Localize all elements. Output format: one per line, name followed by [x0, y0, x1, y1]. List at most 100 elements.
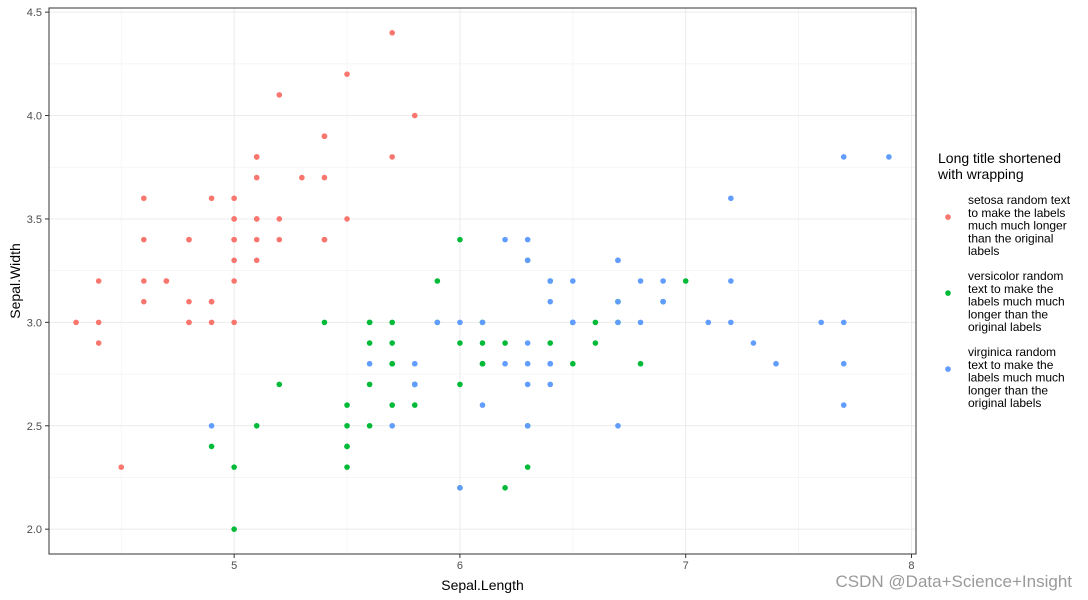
- data-point: [253, 154, 260, 160]
- data-point: [321, 319, 328, 326]
- data-point: [592, 319, 599, 326]
- data-point: [186, 236, 192, 243]
- y-tick-label: 3.0: [27, 317, 42, 329]
- data-point: [208, 443, 215, 450]
- data-point: [457, 340, 463, 346]
- data-point: [276, 381, 283, 388]
- y-tick-label: 2.0: [27, 524, 42, 536]
- data-point: [389, 360, 395, 367]
- data-point: [457, 381, 463, 388]
- data-point: [750, 340, 757, 346]
- y-axis-title: Sepal.Width: [7, 243, 23, 318]
- data-point: [637, 360, 644, 367]
- data-point: [231, 195, 237, 202]
- data-point: [231, 319, 237, 326]
- data-point: [231, 464, 237, 470]
- data-point: [344, 216, 350, 222]
- data-point: [592, 340, 599, 346]
- data-point: [344, 443, 350, 450]
- data-point: [389, 422, 395, 429]
- data-points: [73, 30, 892, 532]
- data-point: [773, 360, 779, 367]
- data-point: [479, 360, 486, 367]
- data-point: [186, 298, 192, 305]
- legend-item-3: virginica random text to make the labels m…: [945, 345, 1065, 410]
- data-point: [411, 381, 418, 388]
- data-point: [547, 381, 554, 388]
- data-point: [547, 278, 554, 284]
- data-point: [95, 278, 102, 284]
- y-tick-label: 4.5: [27, 7, 42, 19]
- data-point: [637, 278, 644, 284]
- major-gridlines: [49, 8, 916, 554]
- data-point: [411, 402, 418, 408]
- data-point: [344, 464, 350, 470]
- data-point: [276, 236, 283, 243]
- data-point: [366, 340, 373, 346]
- data-point: [615, 298, 621, 305]
- legend-label: versicolor random text to make the labels …: [968, 269, 1065, 334]
- legend-item-1: setosa random text to make the labels much…: [945, 193, 1071, 258]
- data-point: [705, 319, 712, 326]
- y-tick-label: 2.5: [27, 421, 42, 433]
- data-point: [141, 236, 147, 243]
- data-point: [840, 402, 847, 408]
- plot-panel-border: [48, 7, 917, 555]
- data-point: [366, 381, 373, 388]
- data-point: [253, 174, 260, 181]
- y-tick-label: 3.5: [27, 214, 42, 226]
- data-point: [389, 319, 395, 326]
- data-point: [73, 319, 79, 326]
- y-tick-labels: 2.0 2.5 3.0 3.5 4.0 4.5: [27, 7, 42, 536]
- data-point: [344, 71, 350, 77]
- data-point: [570, 278, 576, 284]
- data-point: [186, 319, 192, 326]
- data-point: [231, 216, 237, 222]
- series-3: [208, 154, 892, 491]
- data-point: [457, 236, 463, 243]
- data-point: [299, 174, 305, 181]
- data-point: [208, 319, 215, 326]
- data-point: [276, 216, 283, 222]
- data-point: [524, 381, 531, 388]
- data-point: [321, 236, 328, 243]
- y-tick-label: 4.0: [27, 111, 42, 123]
- data-point: [411, 112, 418, 119]
- data-point: [457, 485, 463, 491]
- data-point: [95, 340, 102, 346]
- data-point: [728, 195, 734, 202]
- legend-label: virginica random text to make the labels m…: [968, 345, 1065, 410]
- data-point: [524, 422, 531, 429]
- data-point: [118, 464, 125, 470]
- data-point: [434, 278, 441, 284]
- data-point: [344, 422, 350, 429]
- x-tick-labels: 5 6 7 8: [231, 560, 914, 572]
- data-point: [840, 360, 847, 367]
- data-point: [231, 526, 237, 532]
- data-point: [231, 257, 237, 264]
- data-point: [366, 360, 373, 367]
- data-point: [524, 340, 531, 346]
- data-point: [163, 278, 170, 284]
- data-point: [231, 236, 237, 243]
- series-2: [208, 236, 689, 532]
- data-point: [570, 319, 576, 326]
- data-point: [389, 340, 395, 346]
- data-point: [886, 154, 892, 160]
- data-point: [479, 340, 486, 346]
- data-point: [479, 319, 486, 326]
- data-point: [524, 360, 531, 367]
- data-point: [344, 402, 350, 408]
- data-point: [818, 319, 824, 326]
- legend-item-2: versicolor random text to make the labels …: [945, 269, 1065, 334]
- data-point: [615, 319, 621, 326]
- legend-title: Long title shortened with wrapping: [937, 150, 1061, 182]
- data-point: [231, 278, 237, 284]
- axis-ticks: [45, 11, 912, 558]
- data-point: [141, 195, 147, 202]
- data-point: [840, 319, 847, 326]
- data-point: [637, 319, 644, 326]
- data-point: [208, 195, 215, 202]
- data-point: [366, 422, 373, 429]
